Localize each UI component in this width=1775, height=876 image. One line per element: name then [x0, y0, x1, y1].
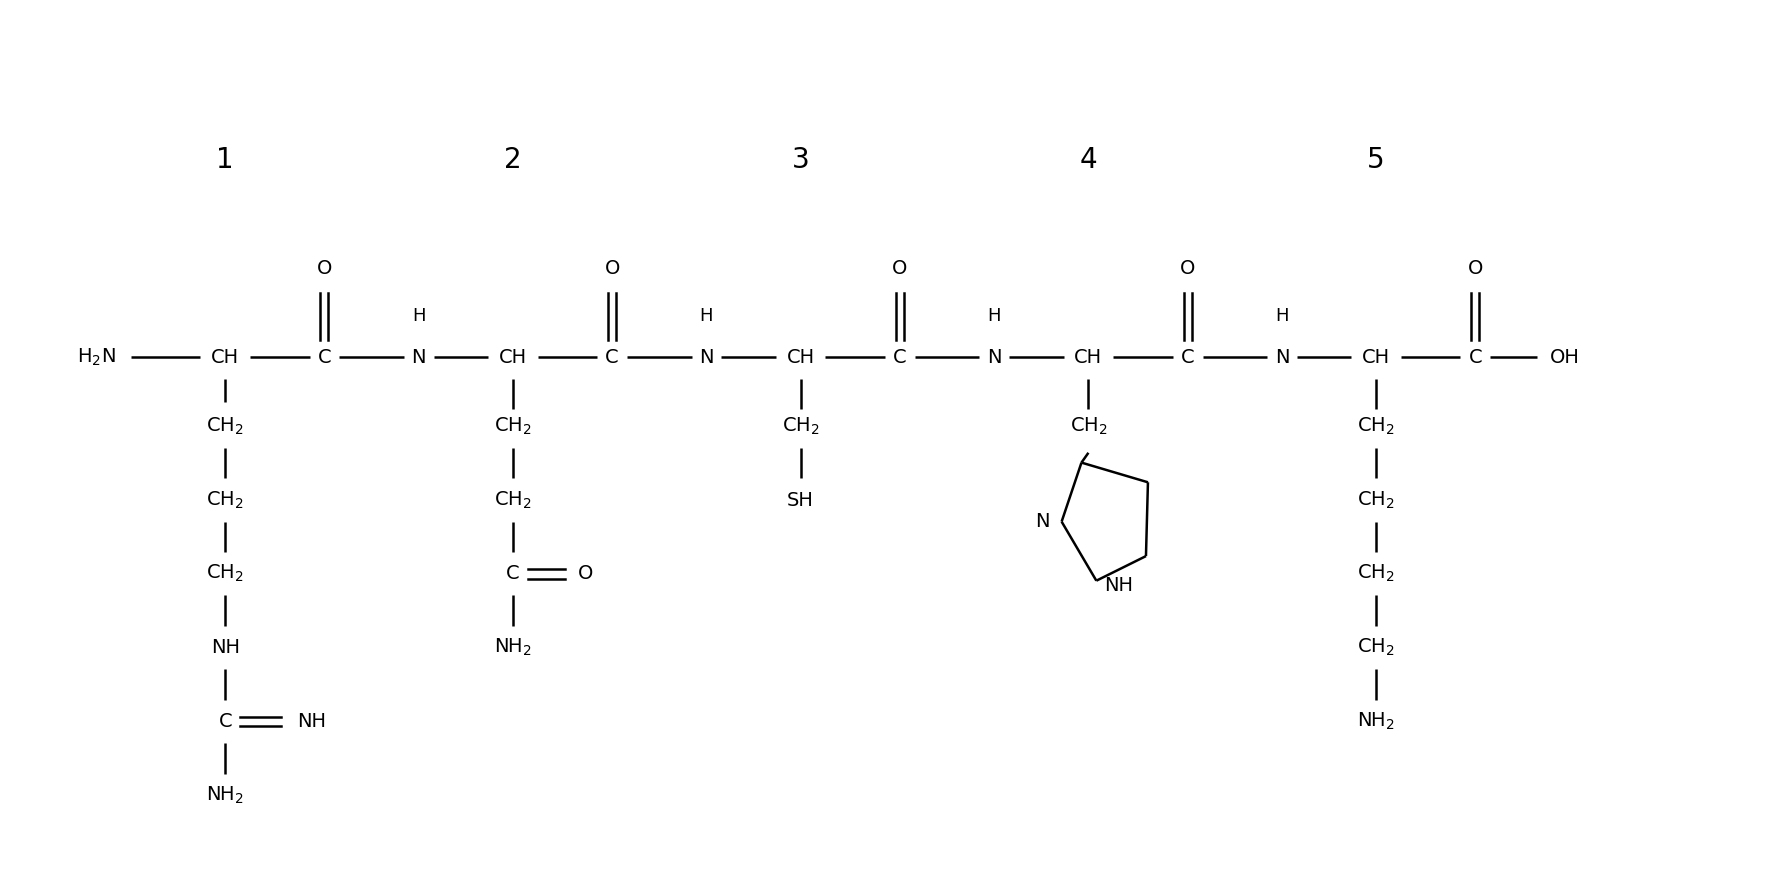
Text: O: O — [316, 259, 332, 279]
Text: NH: NH — [211, 638, 240, 657]
Text: CH$_2$: CH$_2$ — [1358, 415, 1395, 437]
Text: SH: SH — [788, 491, 815, 510]
Text: CH: CH — [499, 348, 527, 367]
Text: NH$_2$: NH$_2$ — [206, 785, 245, 806]
Text: C: C — [893, 348, 907, 367]
Text: CH: CH — [211, 348, 240, 367]
Text: O: O — [1468, 259, 1484, 279]
Text: CH$_2$: CH$_2$ — [493, 415, 532, 437]
Text: CH$_2$: CH$_2$ — [493, 490, 532, 511]
Text: CH$_2$: CH$_2$ — [206, 415, 245, 437]
Text: O: O — [577, 564, 593, 583]
Text: H: H — [699, 307, 714, 325]
Text: NH: NH — [1104, 576, 1132, 595]
Text: CH$_2$: CH$_2$ — [206, 490, 245, 511]
Text: CH$_2$: CH$_2$ — [1358, 490, 1395, 511]
Text: H$_2$N: H$_2$N — [76, 347, 115, 368]
Text: H: H — [412, 307, 426, 325]
Text: NH: NH — [296, 712, 325, 731]
Text: CH$_2$: CH$_2$ — [1358, 637, 1395, 658]
Text: N: N — [1035, 512, 1049, 531]
Text: C: C — [1468, 348, 1482, 367]
Text: O: O — [893, 259, 907, 279]
Text: OH: OH — [1550, 348, 1580, 367]
Text: 3: 3 — [792, 146, 809, 174]
Text: NH$_2$: NH$_2$ — [493, 637, 532, 658]
Text: 2: 2 — [504, 146, 522, 174]
Text: CH$_2$: CH$_2$ — [1070, 415, 1108, 437]
Text: N: N — [412, 348, 426, 367]
Text: C: C — [318, 348, 332, 367]
Text: CH$_2$: CH$_2$ — [781, 415, 820, 437]
Text: CH$_2$: CH$_2$ — [206, 563, 245, 584]
Text: 4: 4 — [1079, 146, 1097, 174]
Text: C: C — [605, 348, 619, 367]
Text: C: C — [506, 564, 520, 583]
Text: NH$_2$: NH$_2$ — [1358, 710, 1395, 732]
Text: CH: CH — [1074, 348, 1102, 367]
Text: C: C — [218, 712, 233, 731]
Text: N: N — [699, 348, 714, 367]
Text: CH: CH — [1361, 348, 1390, 367]
Text: 1: 1 — [217, 146, 234, 174]
Text: H: H — [1274, 307, 1289, 325]
Text: N: N — [1274, 348, 1289, 367]
Text: CH$_2$: CH$_2$ — [1358, 563, 1395, 584]
Text: O: O — [1180, 259, 1195, 279]
Text: C: C — [1180, 348, 1195, 367]
Text: N: N — [987, 348, 1001, 367]
Text: O: O — [605, 259, 619, 279]
Text: 5: 5 — [1367, 146, 1384, 174]
Text: H: H — [987, 307, 1001, 325]
Text: CH: CH — [786, 348, 815, 367]
